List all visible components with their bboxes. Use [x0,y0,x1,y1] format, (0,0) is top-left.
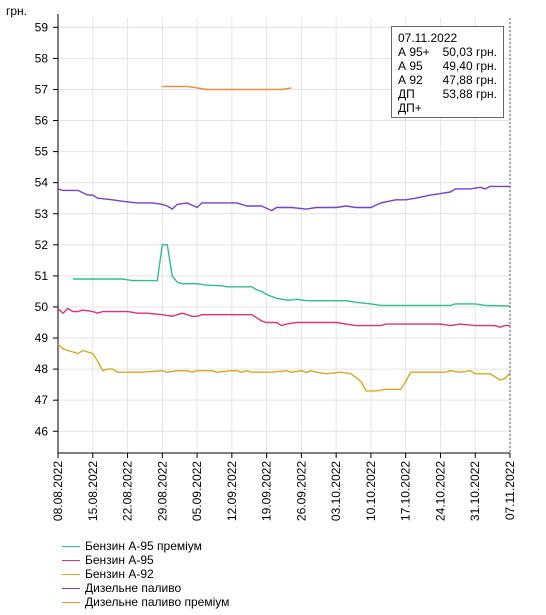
tooltip-row: ДП 53,88 грн. [398,87,497,101]
y-tick-label: 46 [35,424,49,438]
legend-label: Дизельне паливо [85,581,182,595]
x-tick-label: 29.08.2022 [155,461,169,521]
y-tick-label: 59 [35,20,49,34]
tooltip-row-value: 49,40 грн. [442,59,497,73]
series-line [57,343,511,392]
x-tick-label: 24.10.2022 [433,461,447,521]
legend-swatch [62,573,80,575]
y-tick-label: 53 [35,207,49,221]
series-line [72,244,511,307]
x-tick-label: 19.09.2022 [260,461,274,521]
hover-tooltip: 07.11.2022 А 95+ 50,03 грн. А 95 49,40 грн.… [391,26,504,118]
x-tick-label: 17.10.2022 [399,461,413,521]
y-tick-label: 47 [35,393,49,407]
tooltip-row-label: А 95 [398,59,423,73]
legend-label: Бензин А-95 преміум [85,539,202,553]
tooltip-row-label: ДП [398,87,415,101]
legend-item[interactable]: Бензин А-95 преміум [62,539,229,553]
y-tick-label: 55 [35,145,49,159]
x-tick-label: 31.10.2022 [468,461,482,521]
series-line [57,185,510,212]
x-tick-label: 07.11.2022 [503,461,517,520]
tooltip-row: А 95 49,40 грн. [398,59,497,73]
series-line [162,85,292,91]
legend-label: Бензин А-92 [85,567,154,581]
tooltip-row-label: А 95+ [398,45,430,59]
legend-swatch [62,559,80,561]
y-tick-label: 52 [35,238,49,252]
x-tick-label: 26.09.2022 [294,461,308,521]
x-tick-label: 10.10.2022 [364,461,378,521]
tooltip-row-label: А 92 [398,73,423,87]
legend-swatch [62,587,80,589]
chart-legend: Бензин А-95 преміум Бензин А-95 Бензин А-9… [62,539,229,609]
x-tick-label: 08.08.2022 [51,461,65,521]
y-tick-label: 48 [35,362,49,376]
y-unit-label: грн. [6,4,27,18]
tooltip-row: А 95+ 50,03 грн. [398,45,497,59]
tooltip-rows: А 95+ 50,03 грн. А 95 49,40 грн. А 92 47,88 г… [398,45,497,115]
tooltip-row-label: ДП+ [398,101,422,115]
chart-axes [53,14,511,458]
series-line [57,307,510,328]
legend-item[interactable]: Дизельне паливо преміум [62,595,229,609]
y-tick-label: 58 [35,51,49,65]
legend-item[interactable]: Бензин А-95 [62,553,229,567]
legend-swatch [62,545,80,547]
axis-labels: 46 47 48 49 50 51 52 53 54 55 56 57 58 59 08.08.2022 15… [6,4,517,521]
y-tick-label: 49 [35,331,49,345]
y-tick-label: 57 [35,82,49,96]
y-tick-label: 56 [35,114,49,128]
tooltip-row-value: 47,88 грн. [442,73,497,87]
legend-label: Бензин А-95 [85,553,154,567]
tooltip-row-value: 53,88 грн. [442,87,497,101]
legend-label: Дизельне паливо преміум [85,595,230,609]
y-tick-label: 50 [35,300,49,314]
series-layer [57,85,511,392]
x-tick-label: 15.08.2022 [86,461,100,521]
x-tick-label: 12.09.2022 [225,461,239,521]
x-tick-label: 05.09.2022 [190,461,204,521]
tooltip-row: А 92 47,88 грн. [398,73,497,87]
legend-item[interactable]: Бензин А-92 [62,567,229,581]
tooltip-date: 07.11.2022 [398,31,458,45]
legend-swatch [62,601,80,603]
x-tick-label: 03.10.2022 [329,461,343,521]
y-tick-label: 51 [35,269,49,283]
tooltip-row: ДП+ [398,101,497,115]
y-tick-label: 54 [35,176,49,190]
tooltip-row-value: 50,03 грн. [442,45,497,59]
x-tick-label: 22.08.2022 [121,461,135,521]
legend-item[interactable]: Дизельне паливо [62,581,229,595]
